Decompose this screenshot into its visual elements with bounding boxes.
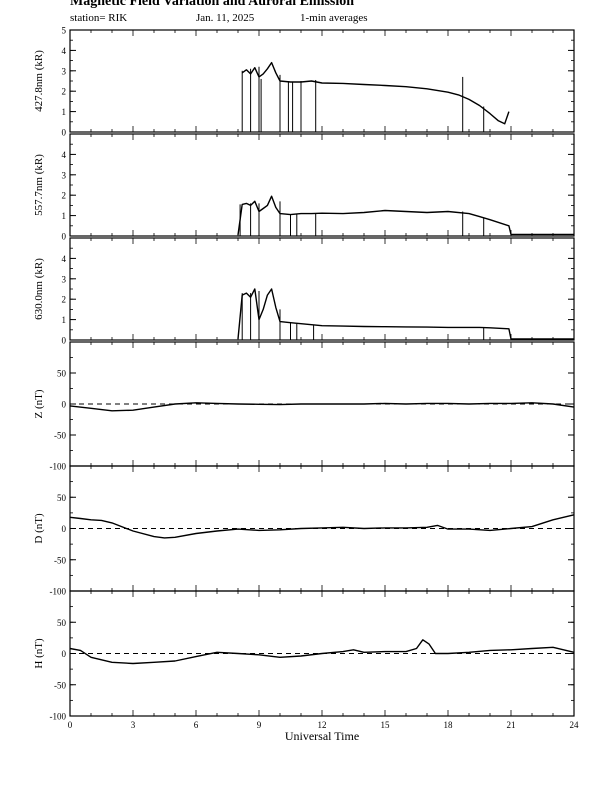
y-axis-label: 630.0nm (kR)	[33, 258, 45, 320]
y-axis-label: H (nT)	[33, 638, 45, 669]
y-tick-label: 0	[62, 524, 67, 534]
y-tick-label: -100	[50, 587, 67, 597]
panel-5: -100 -50 0 50 H (nT) 0 3 6 9 12 15 18 21 24 Universal …	[33, 590, 580, 743]
y-tick-label: 0	[62, 232, 67, 242]
y-tick-label: 50	[57, 369, 67, 379]
y-tick-label: 50	[57, 618, 67, 628]
y-tick-label: 4	[62, 150, 67, 160]
y-tick-label: 1	[62, 107, 67, 117]
x-tick-label: 9	[257, 720, 262, 730]
x-tick-label: 6	[194, 720, 199, 730]
y-tick-label: 2	[62, 87, 67, 97]
panel-2: 0 1 2 3 4 630.0nm (kR)	[33, 237, 575, 346]
series-line-0	[69, 402, 575, 412]
x-axis-label: Universal Time	[285, 729, 359, 743]
x-tick-label: 0	[68, 720, 73, 730]
panel-frame	[69, 133, 575, 237]
x-tick-label: 21	[507, 720, 516, 730]
y-tick-label: 0	[62, 336, 67, 346]
panel-frame	[69, 237, 575, 341]
series-line-0	[241, 61, 510, 125]
x-tick-label: 24	[570, 720, 580, 730]
averaging-label: 1-min averages	[300, 12, 368, 24]
y-tick-label: 2	[62, 295, 67, 305]
panel-3: -100 -50 0 50 Z (nT)	[33, 341, 575, 472]
y-tick-label: 1	[62, 315, 67, 325]
x-tick-label: 3	[131, 720, 136, 730]
y-tick-label: 1	[62, 211, 67, 221]
y-axis-label: 557.7nm (kR)	[33, 154, 45, 216]
series-line-0	[69, 514, 575, 539]
y-tick-label: -50	[54, 431, 66, 441]
panel-4: -100 -50 0 50 D (nT)	[33, 465, 575, 597]
y-axis-label: D (nT)	[33, 513, 45, 544]
panel-1: 0 1 2 3 4 557.7nm (kR)	[33, 133, 575, 242]
y-tick-label: -100	[50, 462, 67, 472]
series-line-0	[69, 639, 575, 665]
series-line-0	[237, 195, 574, 236]
y-tick-label: 3	[62, 66, 67, 76]
y-tick-label: -100	[50, 712, 67, 722]
station-label: station= RIK	[70, 12, 128, 24]
y-tick-label: 5	[62, 26, 67, 36]
y-tick-label: 3	[62, 170, 67, 180]
x-tick-label: 12	[318, 720, 327, 730]
series-line-0	[237, 288, 574, 340]
y-tick-label: 0	[62, 649, 67, 659]
y-tick-label: 2	[62, 191, 67, 201]
y-axis-label: Z (nT)	[33, 389, 45, 418]
y-axis-label: 427.8nm (kR)	[33, 50, 45, 112]
y-tick-label: 50	[57, 493, 67, 503]
y-tick-label: 0	[62, 400, 67, 410]
y-tick-label: -50	[54, 555, 66, 565]
y-tick-label: 4	[62, 254, 67, 264]
y-tick-label: 3	[62, 274, 67, 284]
y-tick-label: 0	[62, 128, 67, 138]
x-tick-label: 18	[444, 720, 454, 730]
y-tick-label: 4	[62, 46, 67, 56]
panel-0: 0 1 2 3 4 5 427.8nm (kR)	[33, 26, 575, 138]
y-tick-label: -50	[54, 680, 66, 690]
panel-frame	[69, 29, 575, 133]
date-label: Jan. 11, 2025	[196, 12, 255, 24]
x-tick-label: 15	[381, 720, 391, 730]
chart-title: Magnetic Field Variation and Auroral Emi…	[70, 0, 355, 9]
